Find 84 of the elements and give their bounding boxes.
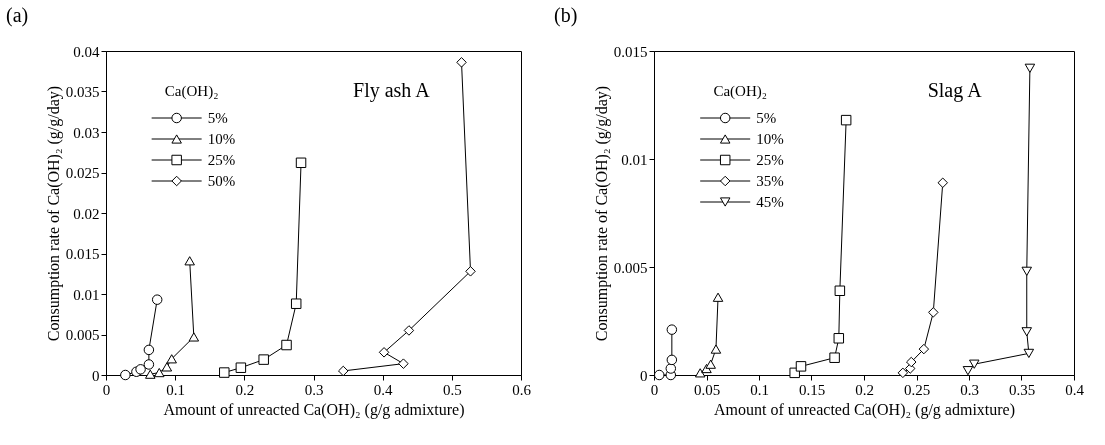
point (281, 339, 292, 351)
x-tick-label: 0.35 (1008, 381, 1036, 398)
y-tick-label: 0 (640, 367, 648, 384)
chart-title: (a) (6, 4, 29, 27)
point (120, 369, 131, 381)
y-axis-title: Consumption rate of Ca(OH)₂ (g/g/day) (592, 85, 611, 342)
point (135, 364, 146, 375)
point (1021, 327, 1032, 337)
legend-label: 25% (207, 152, 236, 168)
legend-label: 5% (756, 110, 777, 126)
y-tick-label: 0.005 (65, 327, 100, 343)
x-tick-label: 0 (102, 381, 111, 398)
y-tick-label: 0.04 (73, 43, 100, 60)
point (962, 366, 974, 376)
x-tick-label: 0.3 (304, 381, 324, 398)
x-tick-label: 0.1 (750, 381, 769, 398)
annotation: Slag A (927, 79, 983, 102)
point (710, 344, 722, 354)
y-axis-title: Consumption rate of Ca(OH)₂ (g/g/day) (44, 85, 63, 342)
point (188, 332, 200, 342)
x-axis-title: Amount of unreacted Ca(OH)₂ (g/g admixture) (163, 400, 465, 419)
point (969, 359, 980, 369)
point (834, 285, 846, 296)
y-tick-label: 0.01 (621, 151, 648, 168)
point (1024, 63, 1036, 73)
point (166, 354, 177, 364)
point (295, 157, 307, 169)
y-tick-label: 0.025 (65, 165, 100, 181)
point (840, 114, 852, 126)
legend-label: 50% (207, 173, 236, 189)
x-tick-label: 0.4 (1065, 381, 1085, 398)
x-tick-label: 0.25 (903, 381, 931, 398)
point (143, 359, 155, 370)
x-tick-label: 0.3 (960, 381, 979, 398)
y-tick-label: 0 (92, 367, 100, 384)
legend-title: Ca(OH)₂ (713, 83, 767, 100)
point (258, 354, 269, 365)
legend-label: 5% (207, 110, 228, 126)
point (666, 324, 678, 335)
x-tick-label: 0.05 (693, 381, 721, 398)
point (151, 294, 163, 305)
point (705, 359, 716, 369)
annotation: Fly ash A (353, 79, 431, 102)
y-tick-label: 0.035 (65, 84, 100, 100)
y-tick-label: 0.005 (613, 259, 648, 276)
legend-title: Ca(OH)₂ (164, 83, 219, 100)
point (184, 256, 195, 266)
x-tick-label: 0.1 (166, 381, 186, 398)
legend-label: 25% (756, 152, 784, 168)
x-tick-label: 0.2 (855, 381, 874, 398)
x-tick-label: 0 (650, 381, 659, 398)
point (694, 368, 706, 378)
legend-label: 35% (756, 173, 784, 189)
x-tick-label: 0.15 (798, 381, 826, 398)
point (145, 369, 156, 379)
point (829, 352, 840, 363)
x-tick-label: 0.4 (373, 381, 394, 398)
point (235, 362, 247, 373)
point (795, 361, 807, 372)
y-tick-label: 0.015 (65, 246, 100, 262)
point (290, 298, 302, 309)
point (654, 369, 665, 381)
point (219, 367, 230, 378)
y-tick-label: 0.015 (613, 43, 648, 60)
y-tick-label: 0.01 (73, 286, 100, 303)
point (665, 363, 677, 374)
point (1023, 348, 1035, 359)
x-tick-label: 0.6 (512, 381, 532, 398)
y-tick-label: 0.03 (73, 124, 100, 141)
legend-label: 10% (207, 131, 236, 147)
point (712, 292, 724, 302)
legend-label: 45% (756, 194, 784, 210)
x-axis-title: Amount of unreacted Ca(OH)₂ (g/g admixture) (713, 400, 1016, 419)
point (143, 344, 155, 356)
y-tick-label: 0.02 (73, 205, 100, 222)
point (1021, 266, 1032, 276)
point (161, 362, 173, 372)
chart-title: (b) (554, 4, 578, 27)
legend-label: 10% (756, 131, 784, 147)
point (666, 354, 678, 366)
x-tick-label: 0.2 (235, 381, 255, 398)
point (833, 333, 845, 344)
x-tick-label: 0.5 (442, 381, 462, 398)
point (154, 367, 165, 378)
